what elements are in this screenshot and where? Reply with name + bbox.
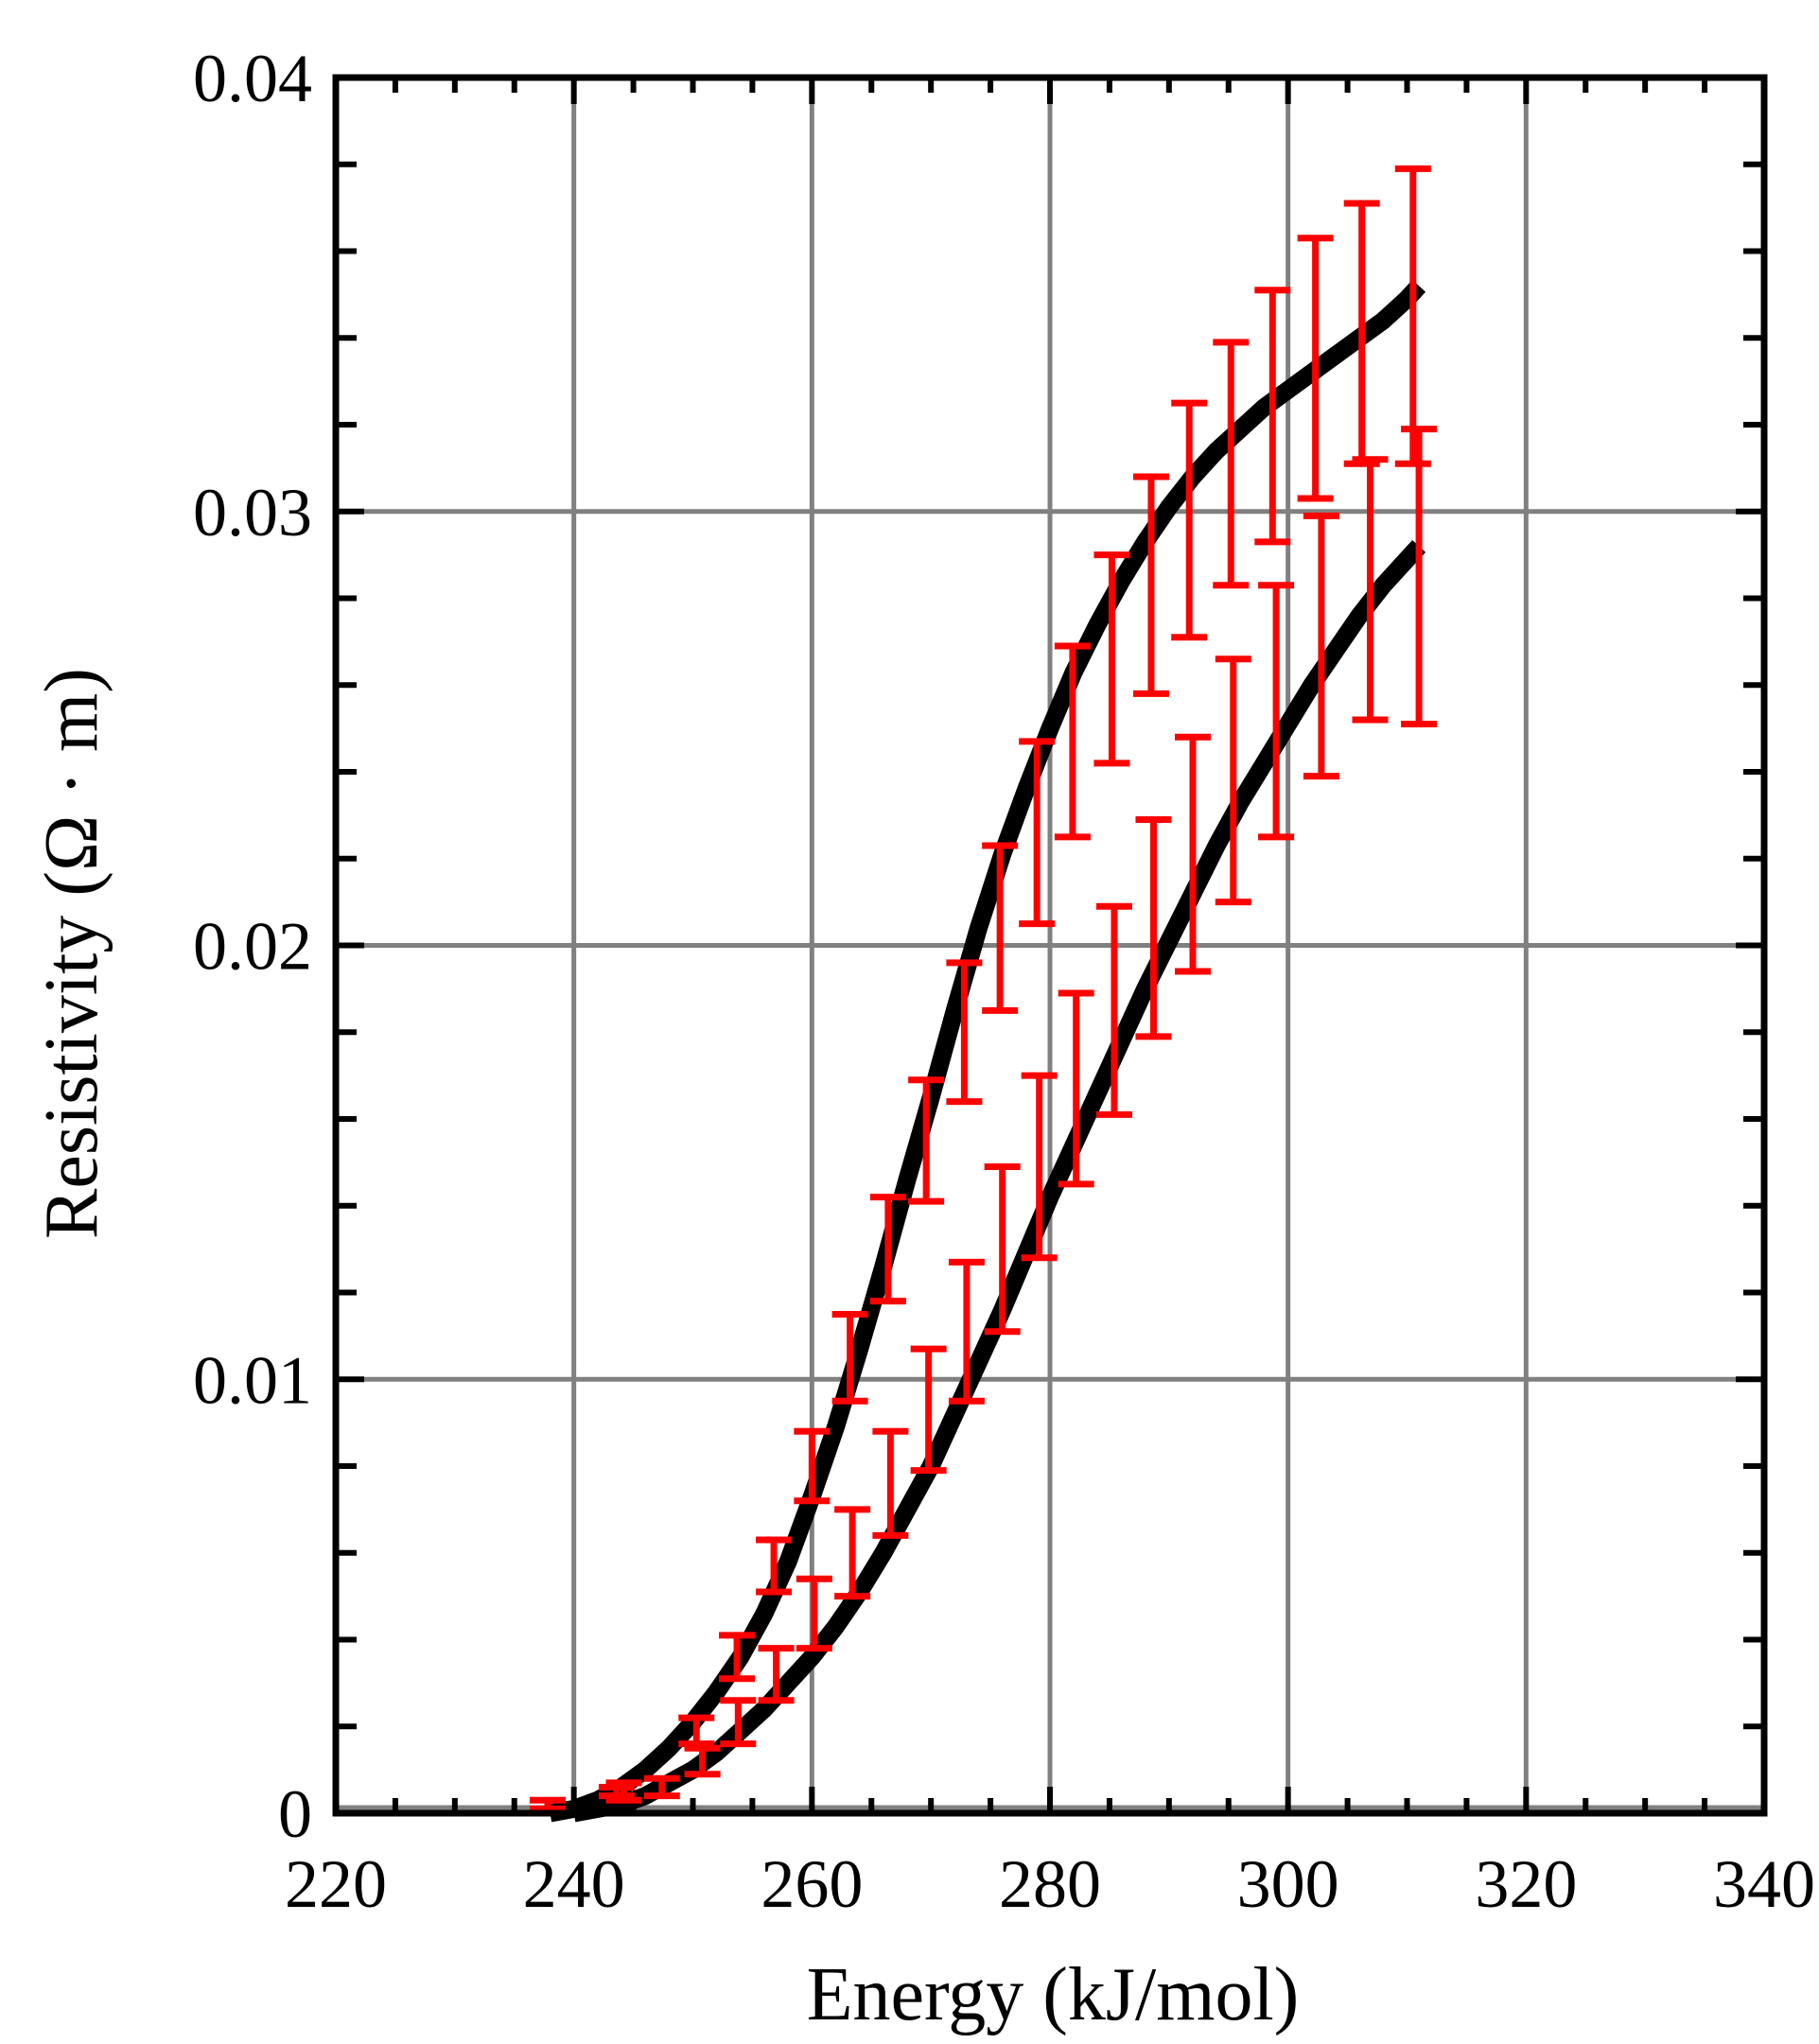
series-1-errorbar [678, 1714, 715, 1748]
series-1-errorbar [1343, 200, 1380, 467]
series-2-errorbar [684, 1744, 721, 1778]
series-1-errorbar [1019, 738, 1056, 928]
series-2-errorbar [948, 1258, 985, 1405]
series-1-errorbar [982, 842, 1019, 1014]
x-tick-label: 220 [285, 1846, 387, 1922]
y-axis-label: Resistivity (Ω · m) [30, 668, 114, 1239]
series-2-errorbar [910, 1345, 947, 1475]
series-layer [529, 165, 1438, 1823]
series-2-errorbar [1175, 733, 1211, 975]
y-tick-label: 0.01 [193, 1342, 312, 1418]
series-2-errorbar [598, 1783, 635, 1800]
series-2-errorbar [1021, 1072, 1058, 1262]
series-1-errorbar [1054, 642, 1091, 841]
y-tick-label: 0.03 [193, 475, 312, 550]
plot-frame [332, 74, 1768, 1817]
x-tick-label: 340 [1713, 1846, 1815, 1922]
series-1-errorbar [1132, 473, 1169, 697]
tick-labels: 220 240 260 280 300 320 340 0 0.01 0.02 0.03 0.04 [193, 41, 1815, 1922]
series-2-errorbar [720, 1697, 757, 1748]
series-2-errorbar [1058, 989, 1094, 1188]
series-2-errorbar [1401, 426, 1438, 728]
x-tick-label: 280 [999, 1846, 1101, 1922]
series-2-errorbar [872, 1427, 909, 1539]
series-2-errorbar [1215, 655, 1251, 906]
series-2-errorbar [796, 1575, 832, 1652]
series-2-errorbar [984, 1162, 1021, 1336]
series-1-errorbar [908, 1076, 945, 1205]
series-2-errorbar [834, 1506, 871, 1600]
series-1-errorbar [719, 1632, 756, 1683]
y-tick-label: 0.02 [193, 909, 312, 985]
y-tick-label: 0.04 [193, 41, 312, 116]
x-tick-label: 300 [1237, 1846, 1339, 1922]
series-1-errorbar [1297, 235, 1334, 502]
series-2-errorbar [1258, 582, 1295, 841]
series-2-errorbar [643, 1774, 680, 1800]
x-tick-label: 320 [1475, 1846, 1577, 1922]
series-1-errorbar [794, 1427, 831, 1505]
series-1-errorbar [1213, 339, 1250, 589]
series-1-errorbar [756, 1536, 793, 1596]
series-1-errorbar [1394, 165, 1431, 467]
series-1-errorbar [529, 1796, 566, 1812]
x-tick-label: 240 [523, 1846, 625, 1922]
series-2-errorbar [1352, 456, 1389, 724]
series-1-errorbar [1093, 551, 1130, 767]
series-1-errorbar [946, 959, 983, 1106]
x-tick-label: 260 [761, 1846, 863, 1922]
series-2-errorbar [1095, 902, 1132, 1118]
series-1-errorbar [1254, 287, 1291, 546]
series-1-errorbar [1171, 399, 1208, 641]
series-2-errorbar [1303, 512, 1339, 780]
y-tick-label: 0 [278, 1776, 312, 1852]
x-axis-label: Energy (kJ/mol) [807, 1953, 1300, 2036]
series-1-errorbar [869, 1194, 906, 1305]
series-2-errorbar [1135, 815, 1172, 1040]
series-1-errorbar [831, 1310, 868, 1405]
series-2-errorbar [758, 1645, 795, 1704]
